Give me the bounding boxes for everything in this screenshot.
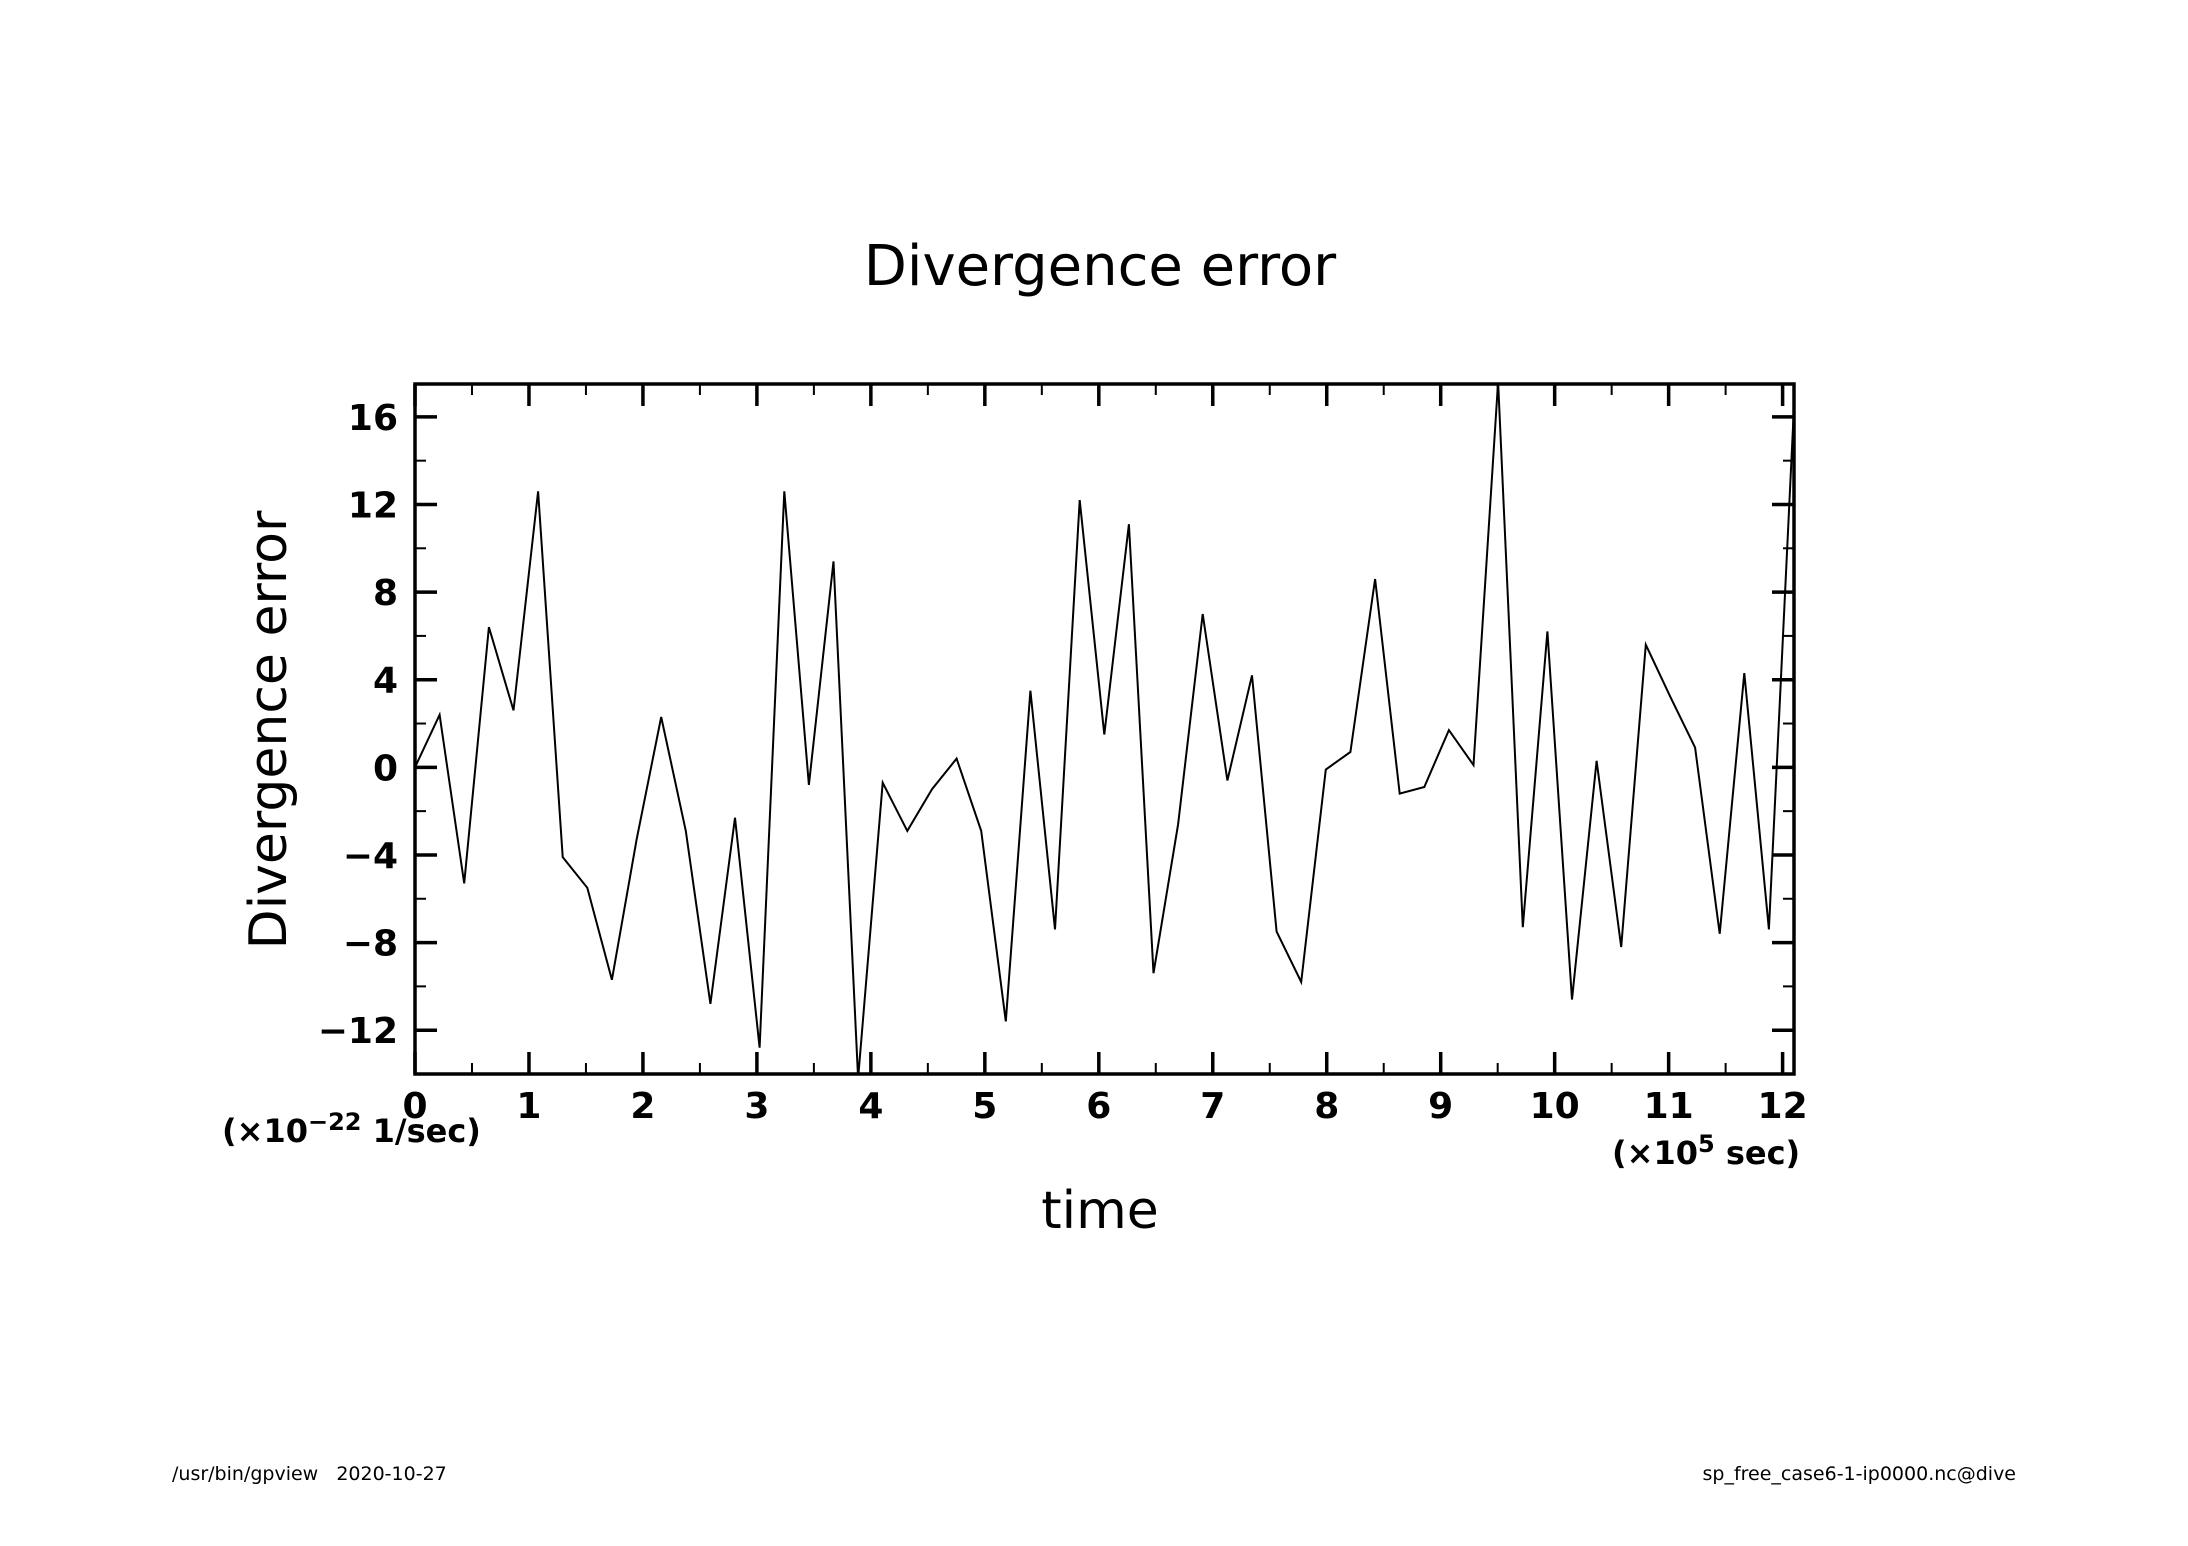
x-tick-label: 4 bbox=[858, 1086, 883, 1127]
y-tick-label: −8 bbox=[343, 924, 398, 965]
plot-frame bbox=[413, 382, 1796, 1076]
x-tick-label: 6 bbox=[1086, 1086, 1111, 1127]
y-unit-label: (×10−22 1/sec) bbox=[222, 1108, 481, 1150]
y-tick-label: 4 bbox=[373, 661, 398, 702]
x-tick-label: 12 bbox=[1758, 1086, 1808, 1127]
x-tick-label: 5 bbox=[972, 1086, 997, 1127]
x-tick-label: 8 bbox=[1314, 1086, 1339, 1127]
x-tick-label: 2 bbox=[630, 1086, 655, 1127]
y-tick-label: −12 bbox=[318, 1011, 398, 1052]
footer-right-text: sp_free_case6-1-ip0000.nc@dive bbox=[1703, 1463, 2016, 1485]
x-tick-label: 0 bbox=[402, 1086, 427, 1127]
x-unit-label: (×105 sec) bbox=[1612, 1130, 1800, 1172]
x-axis-label: time bbox=[1041, 1181, 1158, 1241]
y-tick-label: 8 bbox=[373, 573, 398, 614]
chart-title: Divergence error bbox=[864, 234, 1337, 299]
x-tick-label: 7 bbox=[1200, 1086, 1225, 1127]
y-tick-label: −4 bbox=[343, 836, 398, 877]
series-line bbox=[415, 384, 1794, 1074]
y-tick-label: 0 bbox=[373, 748, 398, 789]
x-tick-label: 3 bbox=[744, 1086, 769, 1127]
x-tick-label: 1 bbox=[516, 1086, 541, 1127]
y-tick-label: 16 bbox=[348, 398, 398, 439]
x-tick-label: 11 bbox=[1644, 1086, 1694, 1127]
y-axis-label: Divergence error bbox=[239, 510, 299, 949]
y-tick-label: 12 bbox=[348, 485, 398, 526]
x-tick-label: 9 bbox=[1428, 1086, 1453, 1127]
x-tick-label: 10 bbox=[1530, 1086, 1580, 1127]
footer-left-text: /usr/bin/gpview 2020-10-27 bbox=[172, 1463, 447, 1485]
